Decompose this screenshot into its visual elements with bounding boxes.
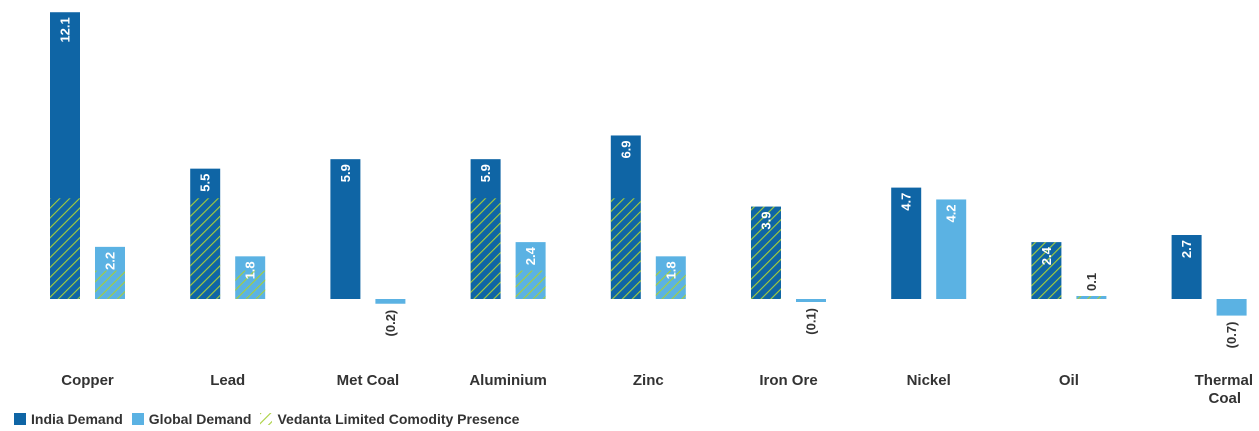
value-label-india-demand-copper: 12.1 (58, 17, 73, 42)
value-label-india-demand-oil: 2.4 (1039, 246, 1054, 265)
value-label-india-demand-iron-ore: 3.9 (759, 212, 774, 230)
bar-global-demand-met-coal (375, 299, 406, 304)
value-label-global-demand-copper: 2.2 (103, 252, 118, 270)
bar-global-demand-nickel (936, 199, 967, 299)
category-label-copper: Copper (61, 372, 114, 389)
bar-chart: 12.1 2.2 Copper 5.5 1.8 Lead 5.9 (0.2) Met Coal 5… (50, 12, 1253, 407)
value-label-global-demand-aluminium: 2.4 (523, 246, 538, 265)
presence-hatch-india-demand-zinc (610, 198, 641, 299)
legend-item-vedanta-presence: Vedanta Limited Comodity Presence (260, 411, 519, 427)
category-label-lead: Lead (210, 372, 245, 389)
value-label-global-demand-oil: 0.1 (1084, 273, 1099, 291)
bar-india-demand-thermal-coal (1171, 235, 1202, 299)
presence-hatch-india-demand-aluminium (470, 198, 501, 299)
legend-swatch-hatch-icon (260, 413, 273, 425)
value-label-global-demand-met-coal: (0.2) (383, 310, 398, 337)
legend-item-india-demand: India Demand (14, 411, 123, 427)
category-label-met-coal: Met Coal (337, 372, 400, 389)
legend-label-vedanta-presence: Vedanta Limited Comodity Presence (277, 411, 520, 427)
legend-label-india-demand: India Demand (31, 411, 123, 427)
category-label-aluminium: Aluminium (469, 372, 547, 389)
category-label-nickel: Nickel (907, 372, 951, 389)
value-label-global-demand-zinc: 1.8 (663, 261, 678, 279)
category-label-zinc: Zinc (633, 372, 664, 389)
presence-hatch-global-demand-aluminium (515, 270, 546, 299)
presence-hatch-global-demand-lead (235, 270, 266, 299)
legend-label-global-demand: Global Demand (148, 411, 252, 427)
category-label-iron-ore: Iron Ore (759, 372, 817, 389)
presence-hatch-global-demand-copper (95, 270, 125, 299)
bar-global-demand-thermal-coal (1216, 299, 1247, 316)
legend-swatch-global-icon (131, 413, 144, 425)
legend-swatch-india-icon (14, 413, 26, 425)
value-label-india-demand-thermal-coal: 2.7 (1179, 240, 1194, 258)
presence-hatch-india-demand-iron-ore (751, 206, 781, 299)
bar-india-demand-met-coal (330, 159, 361, 299)
presence-hatch-india-demand-copper (50, 198, 80, 299)
chart-legend: India Demand Global Demand Vedanta Limit… (14, 411, 528, 427)
value-label-india-demand-aluminium: 5.9 (478, 164, 493, 182)
value-label-india-demand-lead: 5.5 (198, 174, 213, 192)
legend-item-global-demand: Global Demand (131, 411, 252, 427)
value-label-india-demand-zinc: 6.9 (618, 140, 633, 158)
presence-hatch-india-demand-oil (1031, 242, 1062, 299)
category-label-oil: Oil (1059, 372, 1079, 389)
value-label-global-demand-lead: 1.8 (243, 261, 258, 279)
presence-hatch-global-demand-zinc (655, 270, 686, 299)
presence-hatch-global-demand-oil (1076, 296, 1107, 299)
value-label-india-demand-nickel: 4.7 (899, 193, 914, 211)
value-label-global-demand-nickel: 4.2 (944, 204, 959, 222)
presence-hatch-india-demand-lead (190, 198, 221, 299)
bar-global-demand-iron-ore (796, 299, 826, 302)
bar-india-demand-nickel (891, 187, 922, 299)
value-label-global-demand-iron-ore: (0.1) (804, 308, 819, 335)
value-label-global-demand-thermal-coal: (0.7) (1224, 322, 1239, 349)
value-label-india-demand-met-coal: 5.9 (338, 164, 353, 182)
category-label-thermal-coal: Thermal Coal (1195, 372, 1253, 407)
